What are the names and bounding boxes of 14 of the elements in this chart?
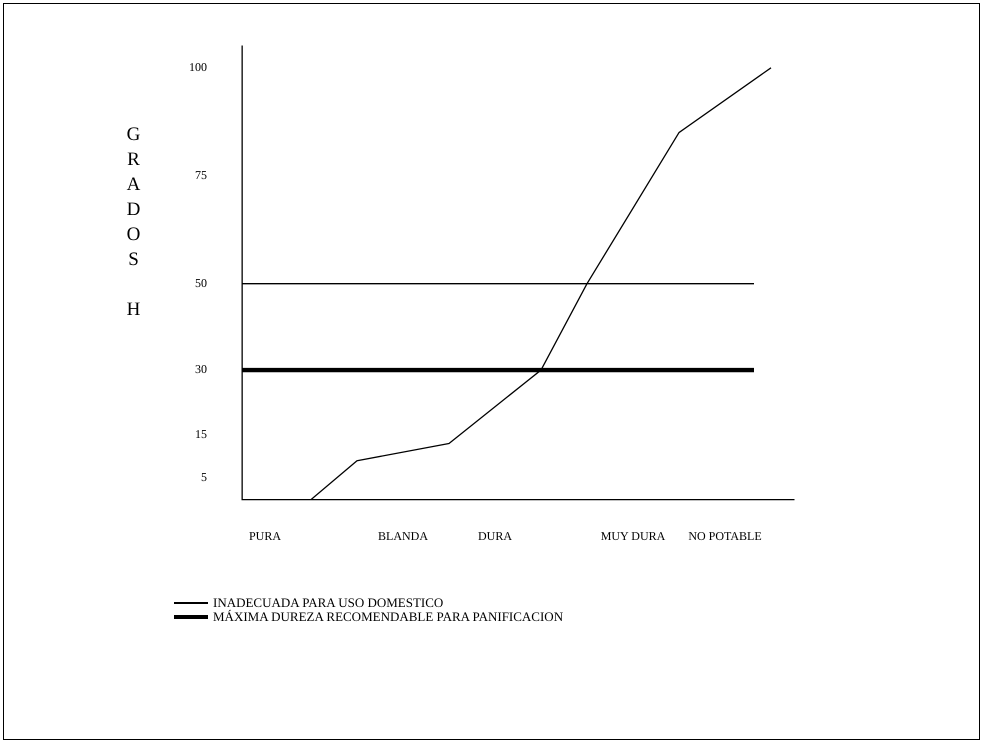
y-axis-title: GRADOS H bbox=[122, 124, 144, 324]
x-tick-label: BLANDA bbox=[378, 528, 428, 543]
y-tick-label: 15 bbox=[195, 426, 207, 441]
x-tick-label: PURA bbox=[248, 528, 282, 543]
y-tick-label: 30 bbox=[195, 362, 207, 376]
y-tick-label: 75 bbox=[195, 168, 207, 182]
x-tick-label: DURA bbox=[478, 528, 512, 543]
y-tick-label: 100 bbox=[189, 60, 207, 74]
y-tick-label: 50 bbox=[195, 276, 207, 290]
x-tick-label: NO POTABLE bbox=[688, 528, 762, 543]
legend-label: INADECUADA PARA USO DOMESTICO bbox=[213, 595, 444, 610]
y-tick-label: 5 bbox=[201, 470, 207, 484]
legend-label: MÁXIMA DUREZA RECOMENDABLE PARA PANIFICACION bbox=[213, 609, 564, 625]
x-tick-label: MUY DURA bbox=[600, 528, 666, 543]
